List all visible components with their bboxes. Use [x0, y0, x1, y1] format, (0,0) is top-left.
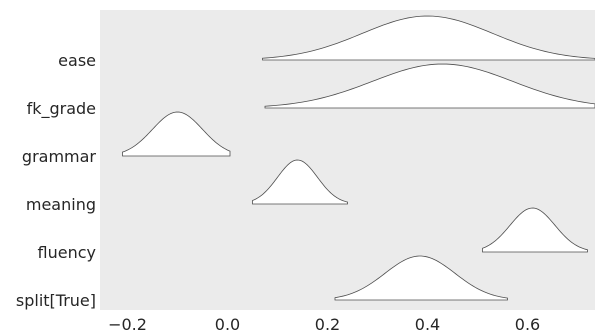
x-tick-label: 0.0 [215, 315, 240, 333]
ridge-ease [262, 15, 595, 61]
x-tick-labels: −0.2 0.0 0.2 0.4 0.6 [108, 315, 540, 333]
y-tick-label: meaning [26, 195, 96, 214]
y-tick-label: ease [58, 51, 96, 70]
x-tick-label: −0.2 [108, 315, 147, 333]
ridges [122, 15, 595, 301]
y-tick-label: split[True] [16, 291, 96, 310]
ridge-grammar [122, 111, 231, 157]
y-tick-label: fluency [38, 243, 96, 262]
ridge-fluency [482, 207, 588, 253]
ridge-split-true [334, 255, 508, 301]
ridge-fk-grade [264, 63, 595, 109]
x-tick-label: 0.4 [415, 315, 440, 333]
y-tick-label: grammar [22, 147, 97, 166]
x-tick-label: 0.6 [515, 315, 540, 333]
y-tick-label: fk_grade [27, 99, 96, 119]
x-tick-label: 0.2 [315, 315, 340, 333]
ridge-meaning [252, 159, 348, 205]
